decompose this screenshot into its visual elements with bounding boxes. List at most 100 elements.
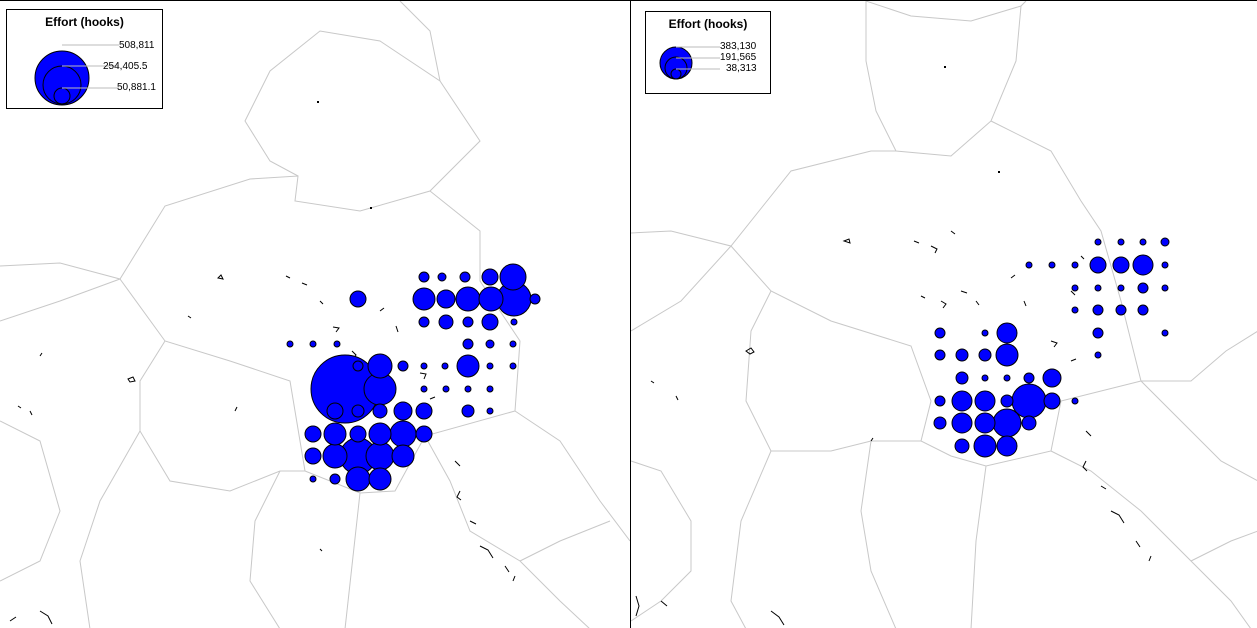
legend: Effort (hooks) 508,811 254,405.5 50,881.… — [6, 9, 163, 109]
coastline-fragments — [9, 274, 516, 625]
effort-bubble — [1112, 256, 1130, 274]
effort-bubble — [1092, 327, 1104, 339]
effort-bubble — [996, 322, 1018, 344]
legend-value-large: 383,130 — [720, 41, 757, 52]
effort-bubble — [1094, 238, 1102, 246]
effort-bubble — [1161, 329, 1169, 337]
effort-bubble — [1000, 394, 1014, 408]
legend-symbol — [659, 46, 720, 80]
effort-bubble — [309, 475, 317, 483]
effort-bubble — [478, 286, 504, 312]
effort-bubble — [349, 290, 367, 308]
effort-bubble — [529, 293, 541, 305]
effort-bubble — [309, 340, 317, 348]
effort-bubble — [329, 473, 341, 485]
effort-bubble — [286, 340, 294, 348]
effort-bubble — [345, 466, 371, 492]
effort-bubble — [1023, 372, 1035, 384]
effort-bubble — [996, 435, 1018, 457]
effort-bubble — [397, 360, 409, 372]
effort-bubble — [1089, 256, 1107, 274]
effort-bubble — [934, 327, 946, 339]
effort-bubble — [351, 404, 365, 418]
effort-bubble — [481, 313, 499, 331]
legend-symbol — [34, 44, 119, 106]
effort-bubble — [1003, 374, 1011, 382]
zone-boundaries — [0, 1, 630, 628]
effort-bubble — [481, 268, 499, 286]
effort-bubble — [951, 390, 973, 412]
effort-bubble — [393, 401, 413, 421]
effort-bubble — [389, 420, 417, 448]
effort-bubbles — [286, 263, 541, 492]
effort-bubble — [420, 385, 428, 393]
effort-bubble — [486, 385, 494, 393]
effort-bubble — [1092, 304, 1104, 316]
effort-bubble — [420, 362, 428, 370]
effort-bubble — [1071, 261, 1079, 269]
effort-bubble — [412, 287, 436, 311]
effort-bubble — [436, 289, 456, 309]
effort-bubble — [981, 329, 989, 337]
effort-bubble — [1042, 368, 1062, 388]
effort-bubble — [1094, 284, 1102, 292]
effort-bubble — [418, 316, 430, 328]
effort-bubble — [509, 340, 517, 348]
effort-bubble — [456, 354, 480, 378]
effort-bubble — [438, 314, 454, 330]
effort-bubble — [510, 318, 518, 326]
effort-bubble — [367, 353, 393, 379]
effort-bubble — [978, 348, 992, 362]
effort-bubble — [459, 271, 471, 283]
effort-bubble — [391, 444, 415, 468]
effort-bubble — [418, 271, 430, 283]
effort-bubble — [464, 385, 472, 393]
effort-bubble — [1043, 392, 1061, 410]
legend-value-small: 50,881.1 — [117, 82, 156, 93]
effort-bubble — [368, 467, 392, 491]
legend-title: Effort (hooks) — [45, 15, 124, 29]
zone-boundaries — [631, 1, 1257, 628]
effort-bubble — [349, 425, 367, 443]
effort-bubble — [322, 443, 348, 469]
effort-bubble — [955, 348, 969, 362]
effort-bubble — [951, 412, 973, 434]
island-marker — [317, 101, 319, 103]
effort-bubble — [461, 404, 475, 418]
map-canvas-left — [0, 1, 630, 628]
effort-bubble — [1071, 306, 1079, 314]
effort-bubble — [437, 272, 447, 282]
effort-bubble — [955, 371, 969, 385]
effort-bubble — [981, 374, 989, 382]
effort-bubble — [372, 403, 388, 419]
map-panel-right[interactable]: Effort (hooks) 383,130 191,565 38,313 — [630, 0, 1257, 628]
effort-bubble — [973, 434, 997, 458]
legend-value-medium: 191,565 — [720, 52, 757, 63]
effort-bubble — [1160, 237, 1170, 247]
effort-bubble — [304, 447, 322, 465]
effort-bubble — [1048, 261, 1056, 269]
effort-bubble — [365, 441, 395, 471]
island-marker — [370, 207, 372, 209]
effort-bubble — [1132, 254, 1154, 276]
map-panel-left[interactable]: Effort (hooks) 508,811 254,405.5 50,881.… — [0, 0, 630, 628]
effort-bubble — [499, 263, 527, 291]
effort-bubble — [995, 343, 1019, 367]
effort-bubble — [1137, 282, 1149, 294]
effort-bubble — [509, 362, 517, 370]
effort-bubble — [304, 425, 322, 443]
effort-bubble — [1137, 304, 1149, 316]
legend-value-large: 508,811 — [119, 40, 155, 51]
effort-bubble — [486, 362, 494, 370]
effort-bubble — [1094, 351, 1102, 359]
effort-bubble — [1071, 397, 1079, 405]
island-marker — [998, 171, 1000, 173]
effort-bubble — [415, 425, 433, 443]
map-canvas-right — [631, 1, 1257, 628]
effort-bubble — [485, 339, 495, 349]
effort-bubble — [352, 360, 364, 372]
effort-bubble — [442, 385, 450, 393]
effort-bubble — [1025, 261, 1033, 269]
effort-bubble — [368, 422, 392, 446]
effort-bubble — [1071, 284, 1079, 292]
